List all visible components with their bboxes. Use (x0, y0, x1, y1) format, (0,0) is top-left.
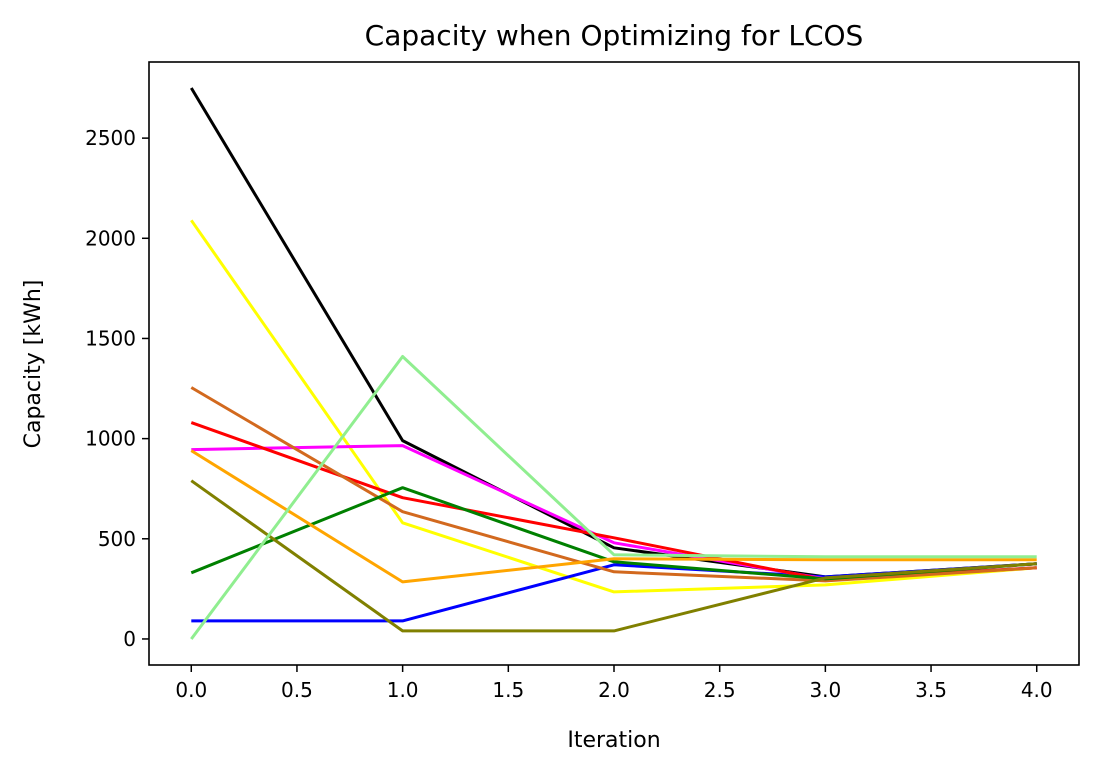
x-tick-label: 1.5 (492, 678, 524, 702)
y-axis-ticks: 0 500 1000 1500 2000 2500 (85, 126, 149, 651)
x-tick-label: 0.0 (175, 678, 207, 702)
x-tick-label: 3.5 (915, 678, 947, 702)
y-tick-label: 500 (98, 527, 136, 551)
x-tick-label: 2.0 (598, 678, 630, 702)
plot-area-frame (148, 61, 1080, 666)
x-tick-label: 4.0 (1021, 678, 1053, 702)
x-axis-ticks: 0.0 0.5 1.0 1.5 2.0 2.5 3.0 3.5 4.0 (175, 665, 1053, 702)
series-line-1 (190, 87, 1037, 579)
y-tick-label: 2500 (85, 126, 136, 150)
y-axis-label: Capacity [kWh] (21, 280, 46, 449)
chart-title: Capacity when Optimizing for LCOS (365, 19, 864, 52)
series-line-2 (190, 219, 1037, 594)
x-tick-label: 2.5 (704, 678, 736, 702)
series-lines (190, 87, 1037, 640)
x-tick-label: 1.0 (387, 678, 419, 702)
x-tick-label: 3.0 (809, 678, 841, 702)
y-tick-label: 1000 (85, 427, 136, 451)
x-axis-label: Iteration (567, 728, 660, 753)
y-tick-label: 0 (123, 627, 136, 651)
series-line-10 (190, 355, 1037, 640)
series-line-8 (190, 479, 1037, 633)
series-line-9 (190, 449, 1037, 584)
x-tick-label: 0.5 (281, 678, 313, 702)
y-tick-label: 1500 (85, 326, 136, 350)
series-line-6 (190, 386, 1037, 583)
y-tick-label: 2000 (85, 226, 136, 250)
